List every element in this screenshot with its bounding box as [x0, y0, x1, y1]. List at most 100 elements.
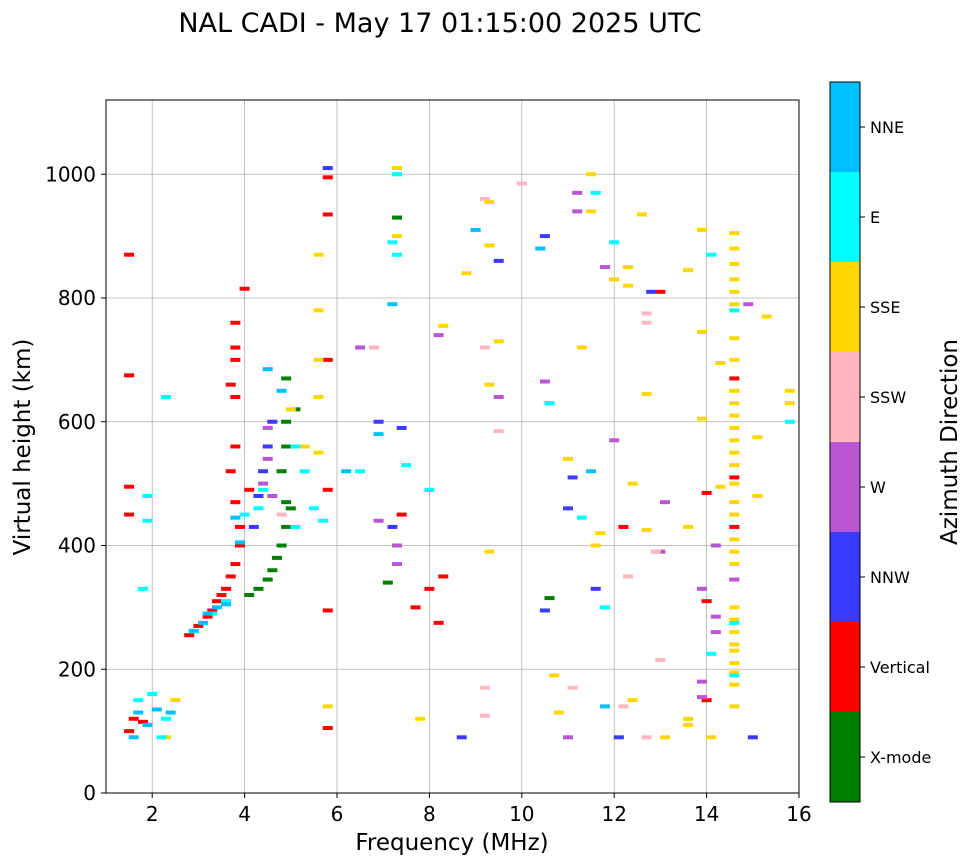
data-point-sse — [313, 357, 324, 362]
data-point-nne — [470, 227, 481, 232]
data-point-nne — [586, 469, 597, 474]
data-point-nnw — [248, 524, 259, 529]
data-point-nne — [188, 628, 199, 633]
colorbar-swatch — [830, 622, 860, 712]
data-point-nne — [599, 704, 610, 709]
colorbar-swatch — [830, 442, 860, 532]
data-point-e — [609, 240, 620, 245]
data-point-vertical — [211, 599, 222, 604]
data-point-nne — [202, 611, 213, 616]
data-point-vertical — [230, 345, 241, 350]
data-point-sse — [438, 323, 449, 328]
data-point-vertical — [124, 373, 135, 378]
data-point-nnw — [539, 608, 550, 613]
data-point-nnw — [563, 506, 573, 511]
data-point-nnw — [493, 258, 504, 263]
data-point-sse — [729, 246, 740, 251]
data-point-sse — [313, 308, 324, 313]
data-point-nne — [373, 432, 384, 437]
data-point-nnw — [267, 419, 278, 424]
data-point-sse — [683, 268, 694, 273]
data-point-vertical — [244, 487, 255, 492]
data-point-sse — [729, 277, 740, 282]
data-point-nnw — [539, 234, 550, 239]
data-point-sse — [563, 456, 573, 461]
data-point-nnw — [253, 494, 264, 498]
y-tick-label: 1000 — [45, 162, 96, 186]
data-point-vertical — [137, 719, 148, 724]
data-point-vertical — [124, 729, 135, 734]
data-point-ssw — [641, 311, 652, 316]
data-point-ssw — [641, 320, 652, 325]
data-point-w — [355, 345, 366, 350]
chart-title: NAL CADI - May 17 01:15:00 2025 UTC — [178, 8, 701, 39]
data-point-w — [696, 679, 707, 684]
data-point-vertical — [618, 524, 629, 529]
data-point-nnw — [262, 444, 273, 449]
data-point-sse — [392, 234, 403, 239]
data-point-vertical — [225, 574, 236, 579]
data-point-nnw — [373, 419, 384, 424]
data-point-vertical — [322, 212, 333, 217]
data-point-e — [142, 494, 153, 498]
colorbar-swatch — [830, 532, 860, 622]
data-point-x-mode — [285, 506, 296, 511]
data-point-x-mode — [276, 543, 287, 548]
data-point-vertical — [230, 444, 241, 449]
data-point-ssw — [368, 345, 379, 350]
data-point-sse — [553, 710, 564, 715]
data-point-e — [387, 240, 398, 245]
data-point-e — [706, 651, 717, 656]
data-point-ssw — [567, 685, 578, 690]
data-point-e — [299, 469, 310, 474]
data-point-sse — [715, 484, 726, 489]
data-point-sse — [729, 438, 740, 443]
data-point-vertical — [124, 252, 135, 257]
data-point-nne — [230, 515, 241, 520]
data-point-sse — [484, 549, 495, 554]
data-point-nne — [535, 246, 546, 251]
data-point-w — [599, 265, 610, 270]
colorbar-tick-label: NNW — [870, 568, 910, 587]
data-point-w — [696, 586, 707, 591]
data-point-sse — [729, 617, 740, 622]
colorbar: X-mode Vertical NNW W SSW SSE E NNE — [829, 81, 931, 803]
data-point-ssw — [650, 549, 661, 554]
data-point-sse — [322, 704, 333, 709]
data-point-sse — [586, 209, 597, 214]
data-point-sse — [313, 252, 324, 257]
data-point-sse — [549, 673, 560, 678]
data-point-w — [710, 614, 721, 619]
data-point-vertical — [124, 512, 135, 517]
data-point-vertical — [438, 574, 449, 579]
data-point-x-mode — [281, 419, 292, 424]
data-point-vertical — [193, 623, 204, 628]
data-point-sse — [729, 605, 740, 610]
data-point-sse — [696, 227, 707, 232]
data-point-sse — [729, 661, 740, 666]
data-point-nne — [128, 735, 139, 740]
data-point-w — [609, 438, 620, 443]
data-point-e — [729, 308, 740, 313]
data-point-vertical — [202, 614, 213, 619]
colorbar-swatch — [830, 172, 860, 262]
colorbar-frame — [829, 81, 861, 803]
data-point-nne — [133, 710, 144, 715]
data-point-ssw — [479, 197, 490, 201]
colorbar-swatch — [830, 712, 860, 802]
data-point-vertical — [230, 357, 241, 362]
data-point-vertical — [322, 357, 333, 362]
data-point-sse — [660, 735, 671, 740]
data-point-sse — [729, 231, 740, 236]
data-point-w — [392, 562, 403, 567]
data-point-nne — [142, 722, 153, 727]
data-point-sse — [313, 395, 324, 399]
data-point-w — [392, 543, 403, 548]
colorbar-tick-label: SSW — [870, 388, 906, 407]
data-point-sse — [623, 265, 634, 270]
data-point-vertical — [234, 524, 245, 529]
data-point-nnw — [258, 469, 269, 474]
data-point-sse — [761, 314, 772, 319]
data-point-vertical — [239, 286, 250, 291]
data-point-sse — [729, 401, 740, 406]
